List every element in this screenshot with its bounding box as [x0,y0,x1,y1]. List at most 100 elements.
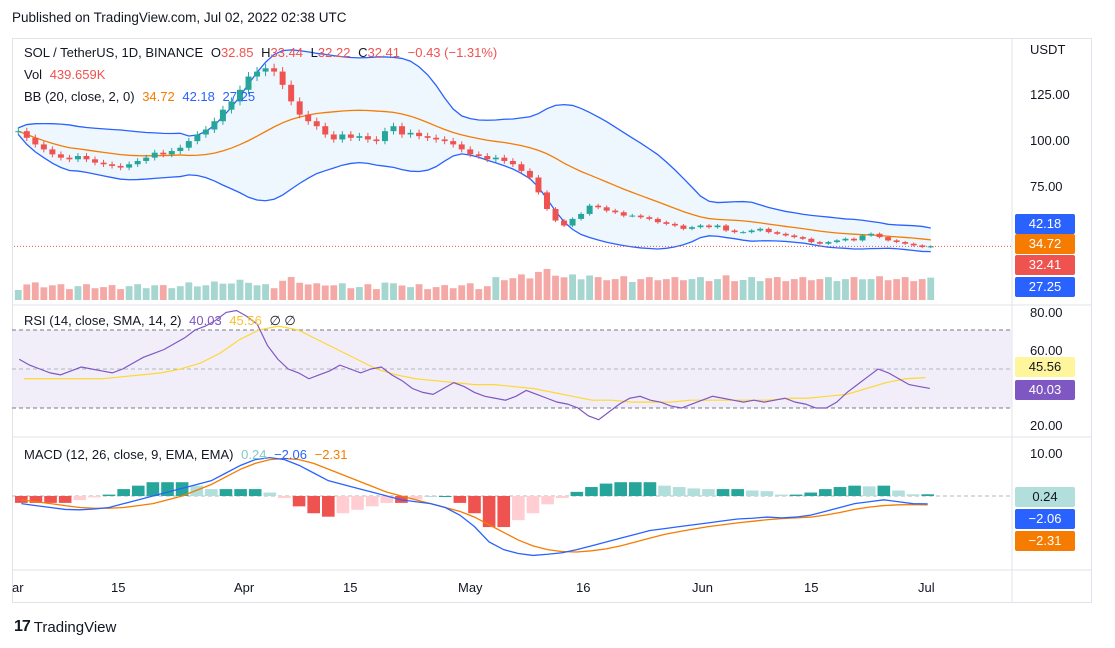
macd-hist-bar [131,485,145,496]
candle-body [57,154,64,158]
macd-hist-bar [468,496,481,514]
volume-bar [918,279,926,300]
bb-upper-tag: 42.18 [1015,214,1075,234]
candle-body [740,232,747,234]
macd-signal-value: −2.31 [314,447,348,462]
macd-label[interactable]: MACD (12, 26, close, 9, EMA, EMA) [24,447,234,462]
macd-hist-bar [336,496,350,514]
macd-hist-bar [745,490,759,496]
bb-upper-line [18,49,931,229]
volume-bar [697,277,704,300]
candle-body [364,136,371,140]
candle-body [833,240,840,243]
candle-body [842,238,849,241]
candle-body [816,242,823,244]
candle-body [868,233,875,236]
macd-hist-bar [365,496,379,507]
volume-bar [228,283,235,300]
volume-bar [40,287,48,300]
macd-hist-bar [424,496,437,497]
candle-body [23,131,30,138]
volume-bar [509,278,517,300]
candle-body [245,76,252,90]
volume-bar [466,283,474,300]
candle-body [407,132,414,135]
candle-body [347,134,354,138]
volume-bar [398,285,406,300]
volume-bar [91,288,99,300]
volume-bar [245,282,252,300]
candle-body [109,164,116,166]
macd-hist-bar [219,489,233,496]
macd-hist-bar [775,494,788,496]
macd-hist-bar [380,496,394,503]
volume-bar [850,277,858,300]
x-label-may: May [458,580,483,595]
candle-body [671,223,678,226]
volume-bar [816,279,824,300]
candle-body [731,230,738,233]
symbol-label[interactable]: SOL / TetherUS, 1D, BINANCE [24,45,204,60]
candle-body [271,68,278,72]
candle-body [808,238,815,243]
candle-body [748,230,755,233]
rsi-value: 40.03 [189,313,222,328]
volume-bar [705,281,713,300]
tradingview-logo-icon: 17 [14,618,31,635]
macd-hist-bar [248,489,262,496]
candle-body [526,170,533,178]
macd-value: −2.06 [274,447,307,462]
volume-bar [859,279,866,300]
brand-label: TradingView [33,618,117,636]
volume-bar [500,280,508,300]
candle-body [424,136,431,138]
volume-bar [731,281,739,300]
candle-body [475,154,482,156]
volume-bar [645,277,653,300]
macd-hist-bar [570,491,584,496]
candle-body [791,235,798,238]
volume-bar [586,275,594,300]
macd-hist-bar [438,496,452,497]
candle-body [612,210,619,213]
candle-body [586,205,593,214]
x-label-mar: ar [12,580,24,595]
candle-body [714,225,721,228]
close-value: 32.41 [367,45,401,60]
volume-bar [48,285,56,300]
macd-signal-line [21,457,928,553]
candle-body [305,114,312,122]
volume-bar [83,284,90,300]
volume-bar [338,283,346,300]
macd-hist-bar [278,496,291,499]
volume-bar [569,274,576,300]
volume-bar [176,286,184,300]
bb-label[interactable]: BB (20, close, 2, 0) [24,89,135,104]
volume-bar [66,289,73,300]
volume-bar [867,279,875,300]
last-price-tag: 32.41 [1015,255,1075,275]
candle-body [40,144,47,150]
volume-bar [449,288,457,300]
candle-body [885,237,892,241]
candle-body [32,137,39,145]
volume-bar [628,282,636,300]
volume-bar [714,279,721,300]
macd-hist-bar [599,483,613,496]
volume-bar [680,280,687,300]
volume-bar [125,286,133,300]
x-label-15c: 15 [804,580,819,595]
candle-body [561,220,568,226]
volume-label[interactable]: Vol [24,67,43,82]
candle-body [825,242,832,244]
volume-bar [765,278,773,300]
macd-hist-bar [482,496,496,528]
candle-body [654,218,661,223]
rsi-label[interactable]: RSI (14, close, SMA, 14, 2) [24,313,182,328]
price-axis-75: 75.00 [1030,179,1063,194]
x-label-apr: Apr [234,580,255,595]
tradingview-brand[interactable]: 17 TradingView [14,618,116,636]
candle-body [782,233,789,236]
chart-frame [12,38,1092,603]
